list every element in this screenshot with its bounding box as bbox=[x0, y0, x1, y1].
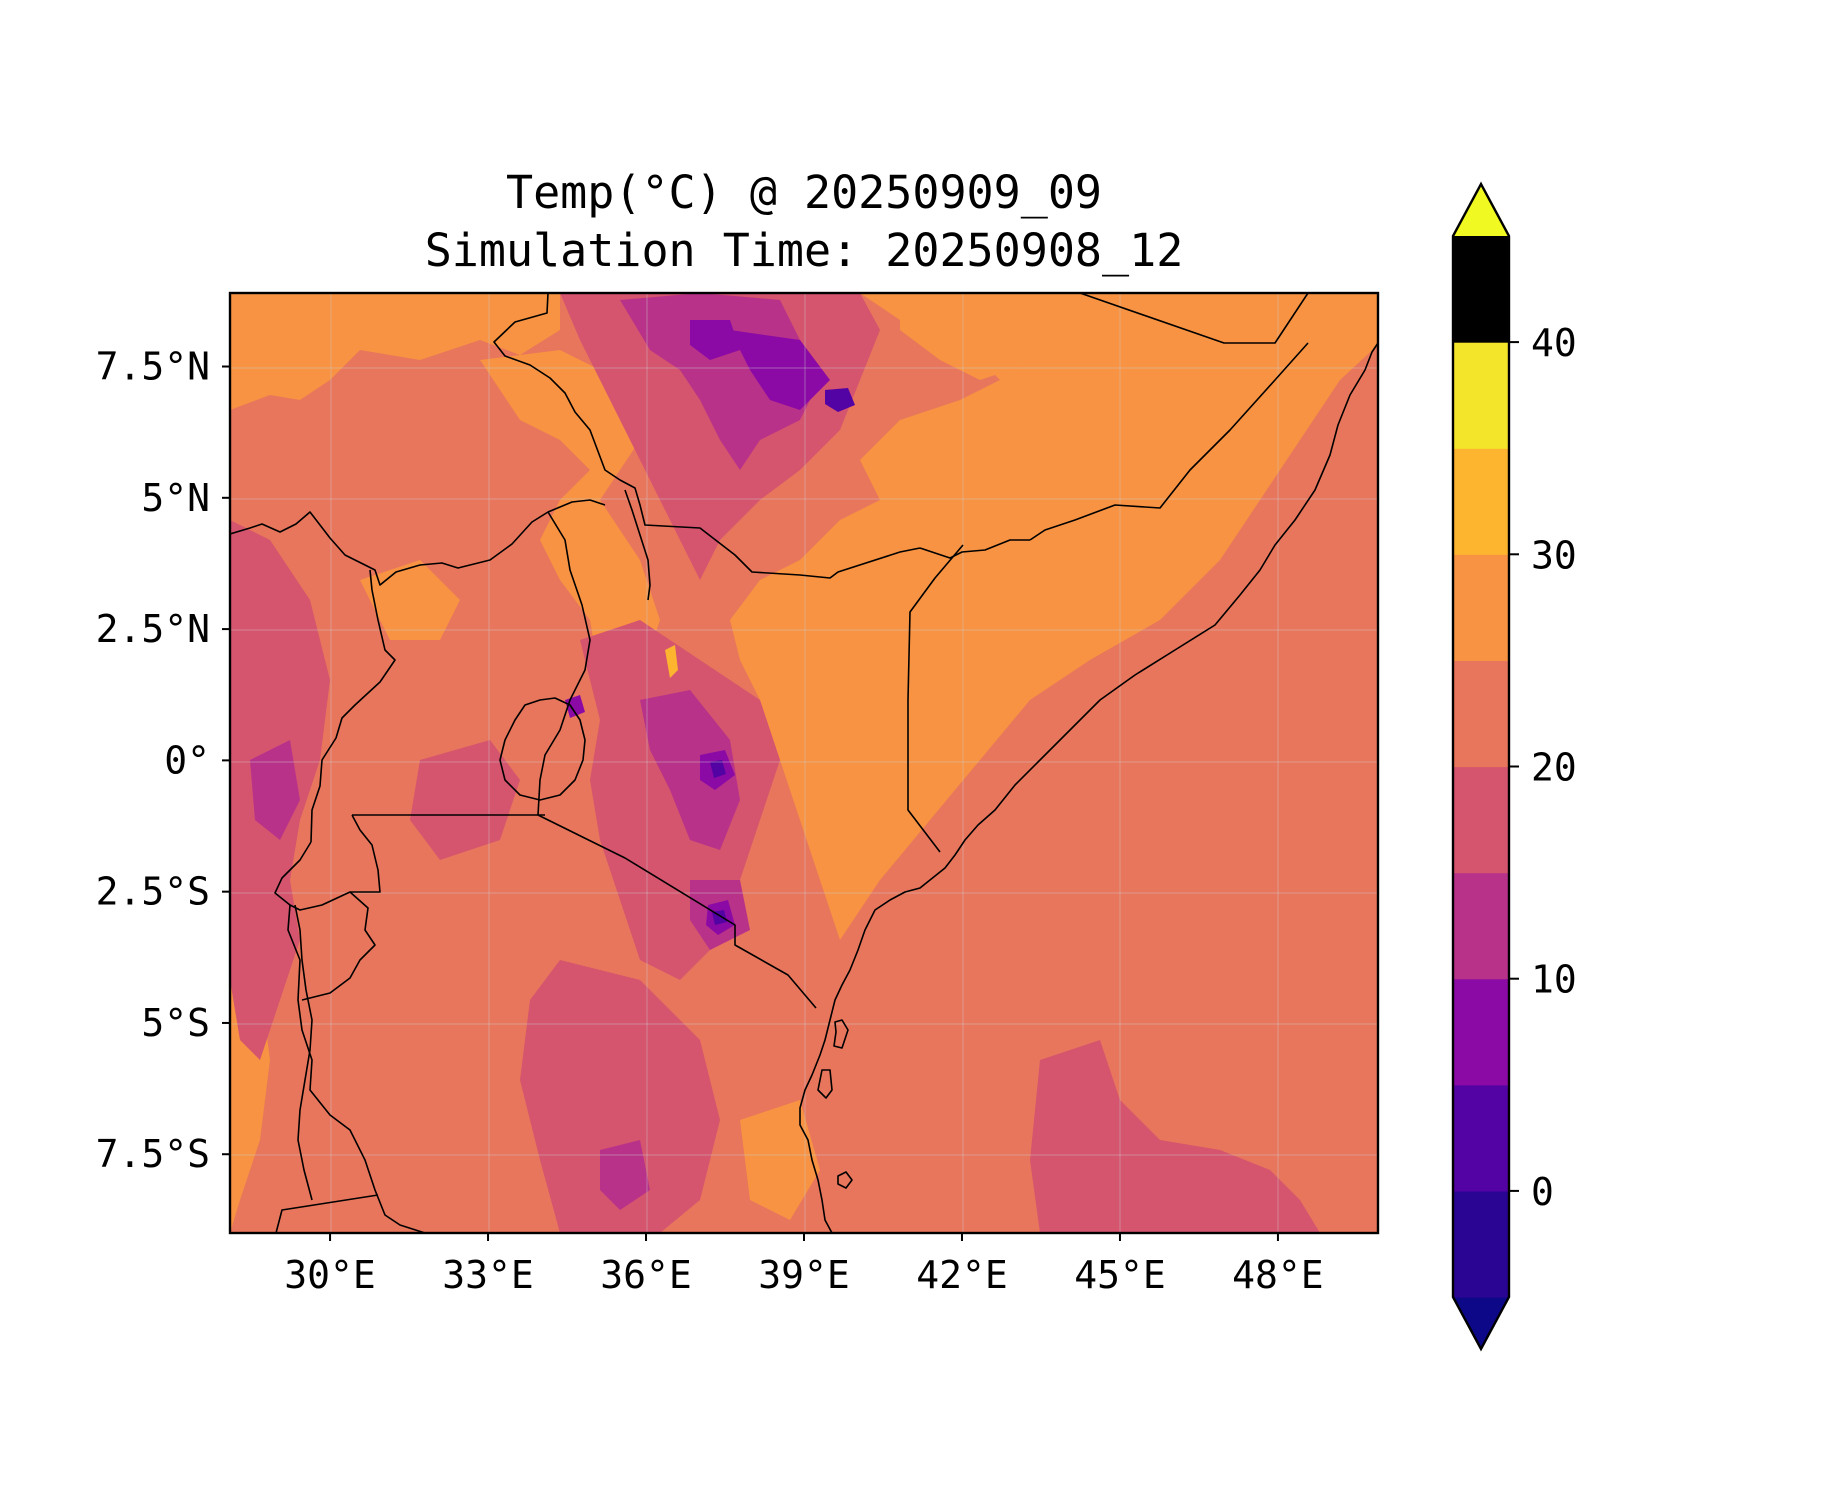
x-tick-label: 39°E bbox=[758, 1253, 850, 1297]
border-kenya-tanzania bbox=[537, 814, 817, 1009]
border-drc-uganda bbox=[310, 569, 396, 843]
border-south-sudan-ethiopia bbox=[493, 293, 921, 579]
colorbar-band bbox=[1453, 342, 1509, 449]
field-coldest-mt-kenya bbox=[710, 760, 726, 778]
coastline-mafia bbox=[837, 1171, 853, 1189]
border-south-sudan-uganda bbox=[230, 499, 606, 586]
colorbar-tick-label: 10 bbox=[1531, 958, 1577, 1002]
border-kenya-somalia bbox=[907, 544, 964, 853]
colorbar-tick-label: 20 bbox=[1531, 746, 1577, 790]
coastlines bbox=[294, 342, 1378, 1233]
colorbar-outline bbox=[1451, 181, 1511, 1352]
coastline-lake-tanganyika bbox=[294, 904, 313, 1201]
coastline-lake-victoria bbox=[499, 697, 586, 801]
map-title: Temp(°C) @ 20250909_09 bbox=[505, 166, 1103, 219]
x-tick-label: 45°E bbox=[1074, 1253, 1166, 1297]
colorbar-band bbox=[1453, 236, 1509, 343]
border-uganda-kenya bbox=[537, 511, 591, 816]
x-tick-label: 30°E bbox=[284, 1253, 376, 1297]
field-ocean-cool bbox=[1030, 1040, 1320, 1233]
x-tick-label: 48°E bbox=[1232, 1253, 1324, 1297]
field-highland-uganda-west bbox=[410, 740, 520, 860]
y-tick-label: 2.5°N bbox=[96, 607, 210, 651]
field-cold-ethiopia-west bbox=[690, 320, 740, 360]
y-axis-ticks: 7.5°N 5°N 2.5°N 0° 2.5°S 5°S 7.5°S bbox=[96, 345, 230, 1176]
colorbar-band bbox=[1453, 448, 1509, 555]
y-tick-label: 2.5°S bbox=[96, 870, 210, 914]
colorbar-tick-label: 40 bbox=[1531, 321, 1577, 365]
field-hot-tanzania bbox=[740, 1100, 820, 1220]
field-cool-rwenzori bbox=[250, 740, 300, 840]
colorbar-under-extension bbox=[1453, 1297, 1509, 1349]
colorbar-band bbox=[1453, 1084, 1509, 1192]
field-cool-kenya bbox=[640, 690, 740, 850]
border-eritrea-djibouti bbox=[1079, 293, 1309, 344]
colorbar-band bbox=[1453, 978, 1509, 1086]
colorbar-band bbox=[1453, 660, 1509, 768]
colorbar-over-extension bbox=[1453, 184, 1509, 236]
field-cool-tanzania bbox=[600, 1140, 650, 1210]
colorbar-band bbox=[1453, 554, 1509, 661]
border-zambia-tanzania bbox=[275, 1194, 379, 1233]
x-tick-label: 42°E bbox=[916, 1253, 1008, 1297]
coastline-pemba bbox=[817, 1069, 833, 1099]
coastline-zanzibar bbox=[833, 1019, 849, 1049]
x-tick-label: 36°E bbox=[600, 1253, 692, 1297]
coastline-east-africa bbox=[799, 342, 1378, 1233]
colorbar-tick-label: 0 bbox=[1531, 1170, 1554, 1214]
border-tanzania-burundi bbox=[301, 891, 376, 1001]
y-tick-label: 0° bbox=[164, 738, 210, 782]
map-subtitle: Simulation Time: 20250908_12 bbox=[424, 224, 1184, 277]
y-tick-label: 5°N bbox=[141, 476, 210, 520]
colorbar-band bbox=[1453, 1190, 1509, 1298]
colorbar-band bbox=[1453, 766, 1509, 874]
field-hot-north-central bbox=[900, 293, 1060, 380]
border-rwanda-burundi bbox=[274, 814, 381, 911]
field-coldest-ethiopia bbox=[825, 388, 855, 412]
y-tick-label: 5°S bbox=[141, 1001, 210, 1045]
gridlines bbox=[230, 293, 1378, 1233]
y-tick-label: 7.5°N bbox=[96, 345, 210, 389]
field-cold-ethiopia bbox=[730, 330, 830, 410]
country-borders bbox=[230, 293, 1309, 1233]
x-axis-ticks: 30°E 33°E 36°E 39°E 42°E 45°E 48°E bbox=[284, 1233, 1324, 1297]
x-tick-label: 33°E bbox=[442, 1253, 534, 1297]
border-ethiopia-kenya bbox=[919, 539, 1030, 559]
colorbar: 0 10 20 30 40 bbox=[1451, 181, 1577, 1352]
border-tanzania-west bbox=[287, 904, 426, 1233]
field-hot-northwest bbox=[230, 293, 560, 410]
field-highland-tanzania bbox=[520, 960, 720, 1233]
colorbar-band bbox=[1453, 872, 1509, 980]
field-hot-turkana bbox=[480, 350, 660, 720]
coastline-lake-turkana bbox=[624, 489, 651, 601]
field-hottest-turkana bbox=[665, 645, 678, 678]
colorbar-tick-label: 30 bbox=[1531, 533, 1577, 577]
field-hot-east bbox=[730, 293, 1378, 940]
temperature-field bbox=[230, 293, 1378, 1233]
y-tick-label: 7.5°S bbox=[96, 1132, 210, 1176]
border-ethiopia-somalia bbox=[1029, 342, 1309, 541]
